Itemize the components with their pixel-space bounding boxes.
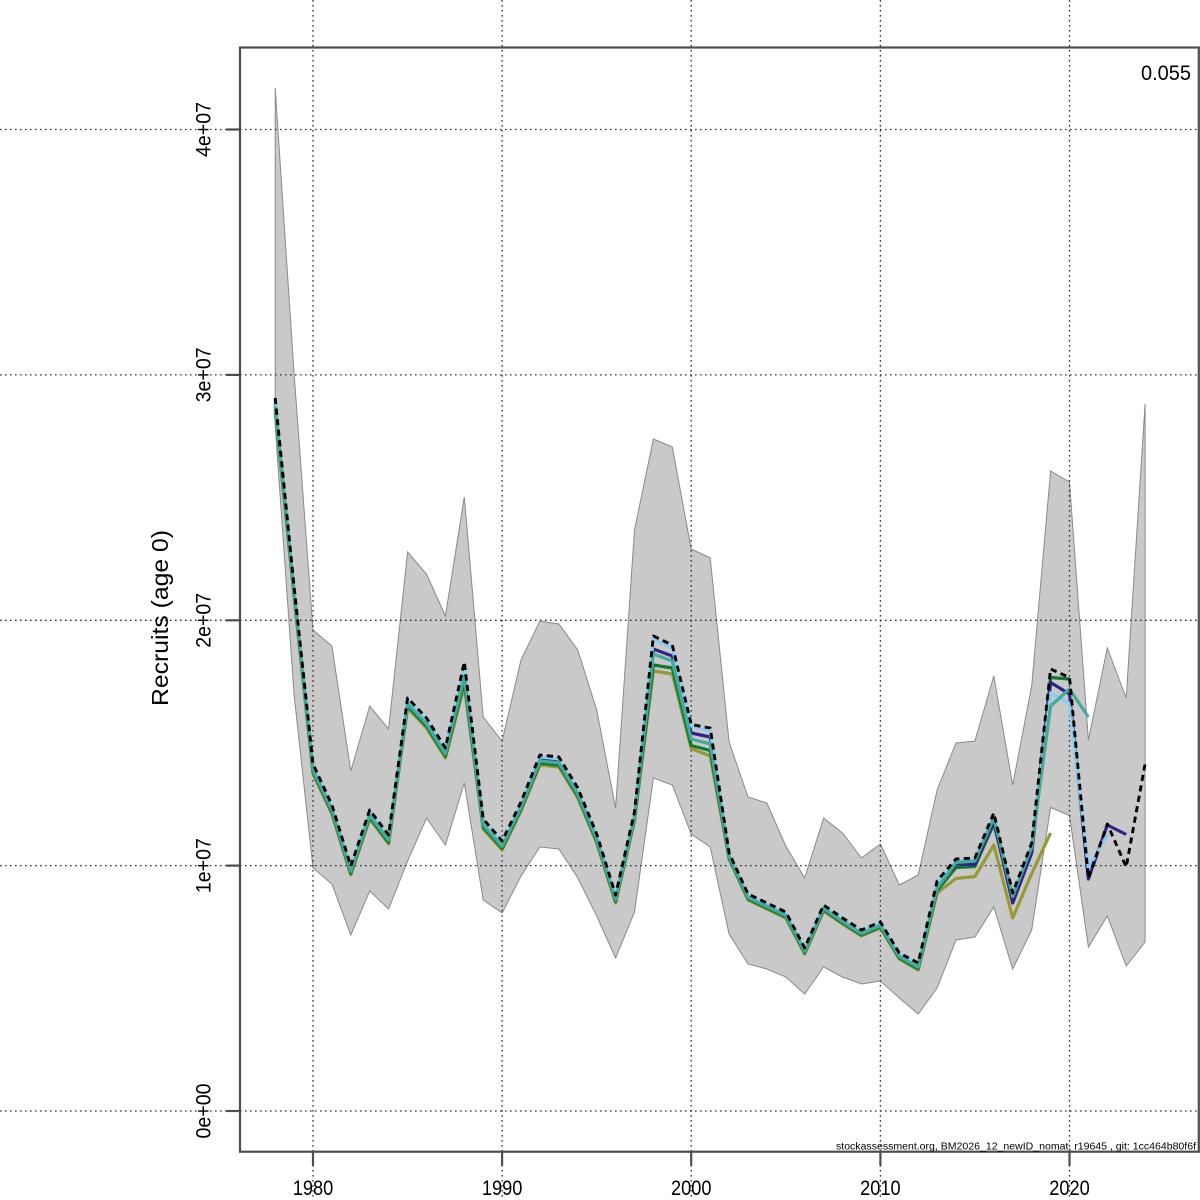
svg-text:2000: 2000	[671, 1177, 712, 1200]
svg-text:0e+00: 0e+00	[193, 1084, 216, 1139]
svg-text:2010: 2010	[860, 1177, 901, 1200]
svg-text:stockassessment.org, BM2026_12: stockassessment.org, BM2026_12_newID_nom…	[836, 1141, 1196, 1152]
svg-text:4e+07: 4e+07	[193, 102, 216, 157]
svg-text:1e+07: 1e+07	[193, 838, 216, 893]
svg-text:1980: 1980	[293, 1177, 334, 1200]
svg-text:3e+07: 3e+07	[193, 347, 216, 402]
svg-text:Recruits (age 0): Recruits (age 0)	[147, 530, 173, 706]
svg-text:2e+07: 2e+07	[193, 593, 216, 648]
svg-text:0.055: 0.055	[1141, 62, 1191, 85]
svg-text:2020: 2020	[1049, 1177, 1090, 1200]
svg-text:1990: 1990	[482, 1177, 523, 1200]
